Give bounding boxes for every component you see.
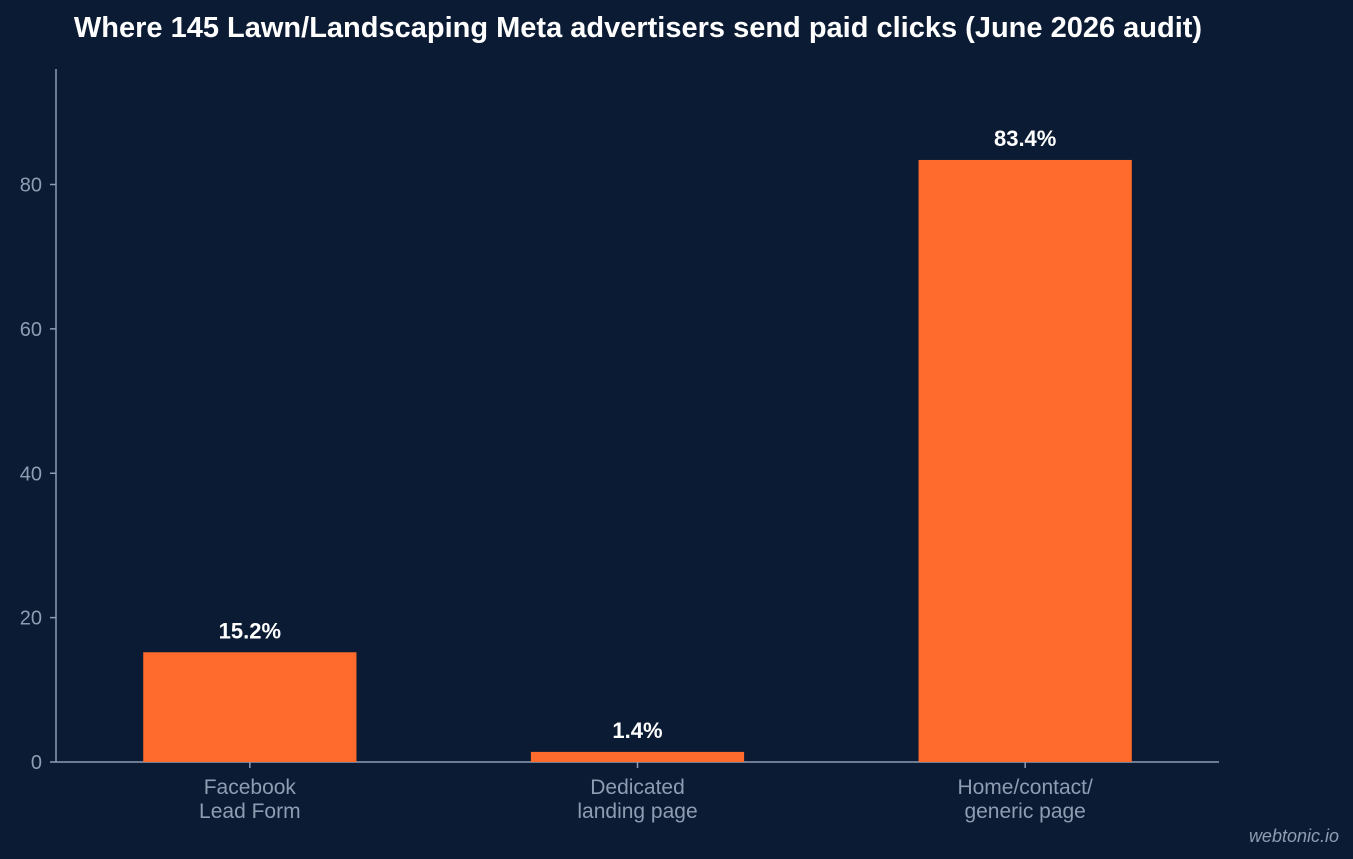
watermark: webtonic.io bbox=[1248, 826, 1339, 846]
bar bbox=[918, 159, 1132, 763]
x-tick-label-line: Dedicated bbox=[590, 776, 685, 799]
y-tick-label: 0 bbox=[31, 752, 42, 774]
x-tick-label-line: Lead Form bbox=[199, 800, 301, 823]
data-label: 1.4% bbox=[612, 718, 662, 743]
x-tick-label: Dedicated landing page bbox=[577, 776, 697, 823]
x-tick-label-line: generic page bbox=[964, 800, 1085, 823]
x-tick-label-line: Home/contact/ bbox=[957, 776, 1093, 799]
y-tick-label: 20 bbox=[20, 608, 42, 630]
data-label: 83.4% bbox=[994, 126, 1056, 151]
bar bbox=[143, 652, 357, 762]
x-tick-label: Facebook Lead Form bbox=[199, 776, 301, 823]
bar bbox=[530, 751, 745, 762]
y-tick-label: 60 bbox=[20, 319, 42, 341]
data-label: 15.2% bbox=[219, 618, 281, 643]
y-tick-label: 80 bbox=[20, 175, 42, 197]
x-tick-label: Home/contact/generic page bbox=[957, 776, 1093, 823]
x-tick-label-line: Facebook bbox=[204, 776, 297, 799]
chart-title: Where 145 Lawn/Landscaping Meta advertis… bbox=[73, 12, 1203, 44]
y-tick-label: 40 bbox=[20, 463, 42, 485]
x-tick-label-line: landing page bbox=[577, 800, 697, 823]
